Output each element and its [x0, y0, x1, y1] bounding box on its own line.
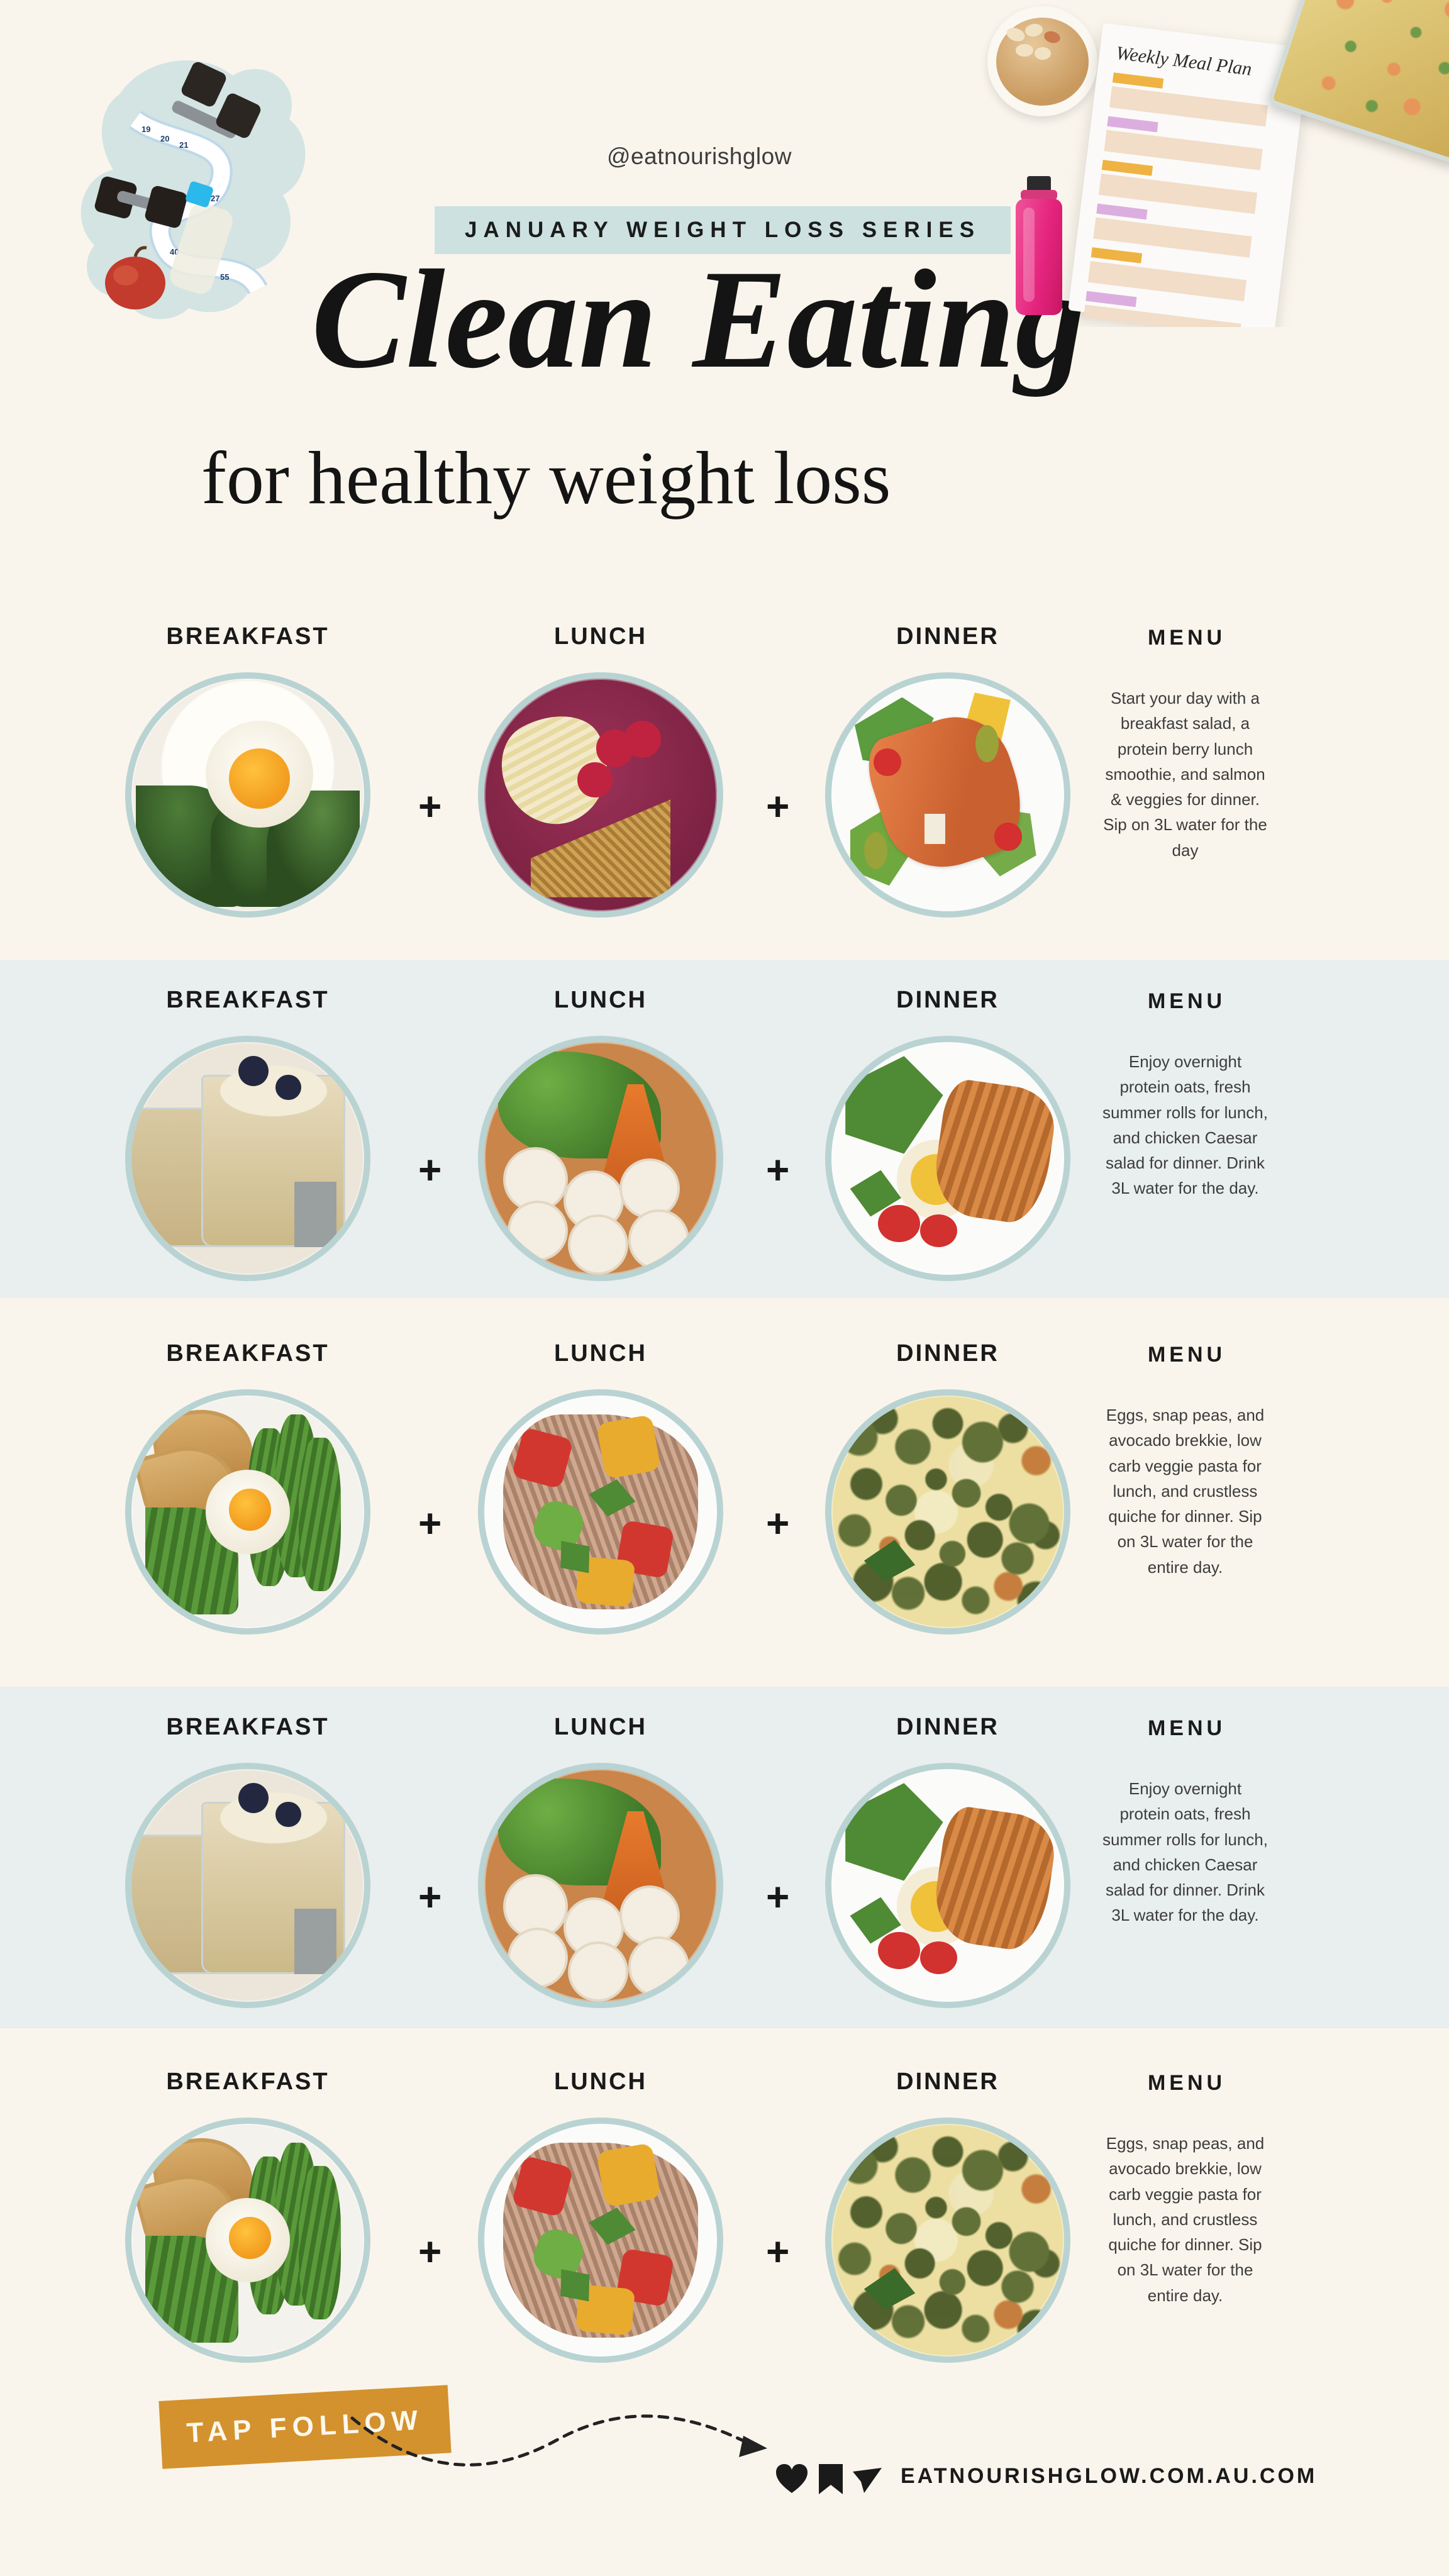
svg-text:20: 20: [160, 134, 169, 143]
svg-text:19: 19: [142, 125, 150, 134]
svg-text:27: 27: [211, 194, 219, 203]
svg-text:55: 55: [220, 272, 229, 282]
svg-text:21: 21: [179, 140, 188, 150]
